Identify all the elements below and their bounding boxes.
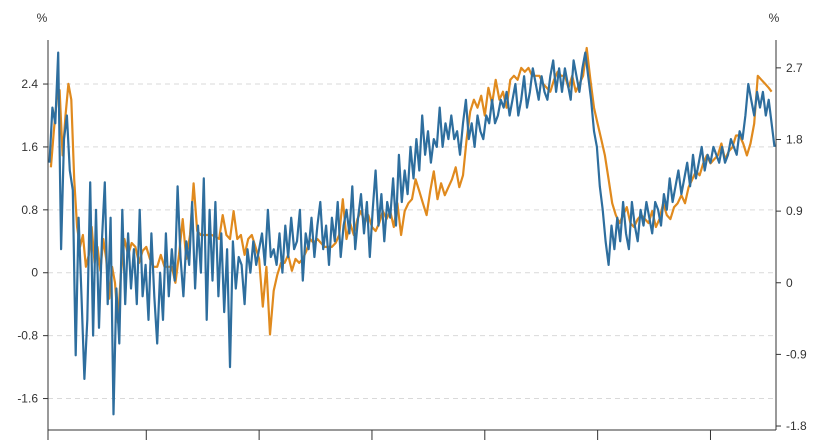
right-tick-label: 0 [786, 276, 793, 290]
left-tick-label: 0 [31, 266, 38, 280]
left-tick-label: -0.8 [17, 329, 38, 343]
right-tick-label: -0.9 [786, 347, 807, 361]
x-axis-ticks [47, 430, 711, 440]
grid-layer [48, 83, 776, 400]
right-tick-label: 2.7 [786, 61, 803, 75]
left-axis-ticks: 2.4 1.6 0.8 0 -0.8 -1.6 [17, 77, 48, 406]
left-tick-label: 1.6 [21, 140, 38, 154]
right-tick-label: -1.8 [786, 419, 807, 433]
right-axis-ticks: 2.7 1.8 0.9 0 -0.9 -1.8 [776, 61, 807, 433]
left-tick-label: 2.4 [21, 77, 38, 91]
left-axis-unit: % [37, 11, 48, 25]
left-tick-label: -1.6 [17, 392, 38, 406]
series-layer [48, 46, 776, 416]
axes-layer [47, 40, 777, 431]
series-line-2 [48, 51, 776, 416]
right-tick-label: 0.9 [786, 204, 803, 218]
right-axis-unit: % [769, 11, 780, 25]
left-tick-label: 0.8 [21, 203, 38, 217]
right-tick-label: 1.8 [786, 132, 803, 146]
